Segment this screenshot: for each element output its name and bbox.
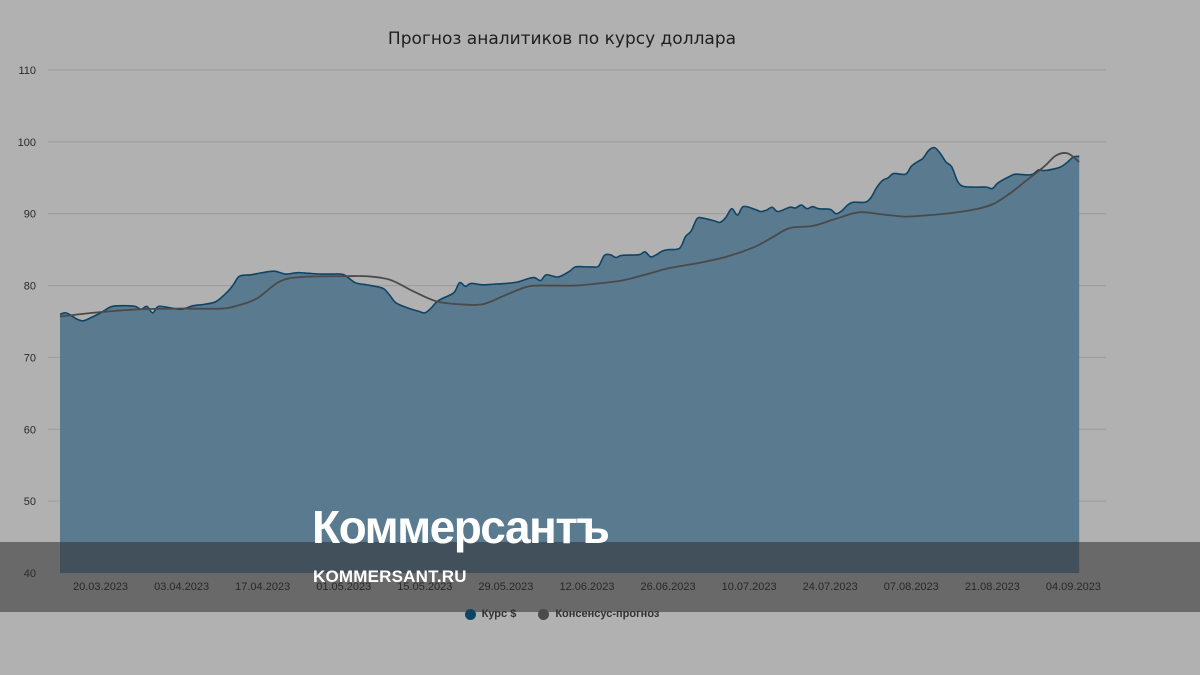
legend-marker-rate [464,608,476,620]
series-line-consensus [59,152,1080,318]
series-line-rate [59,146,1080,322]
legend-marker-consensus [538,608,550,620]
y-tick-label: 90 [24,209,36,221]
legend-item-consensus[interactable]: Консенсус-прогноз [538,608,659,620]
legend-item-rate[interactable]: Курс $ [464,608,517,620]
watermark-url: KOMMERSANT.RU [313,567,467,586]
y-tick-label: 60 [24,424,36,436]
legend-label-rate: Курс $ [481,608,517,620]
series-area-rate [60,147,1080,574]
watermark-logo: Коммерсантъ [312,501,610,553]
legend-label-consensus: Консенсус-прогноз [555,608,660,620]
y-axis: 405060708090100110 [18,65,36,580]
legend: Курс $ Консенсус-прогноз [0,608,1124,620]
watermark-band [0,542,1200,612]
series-layer [59,146,1080,574]
y-tick-label: 100 [18,137,36,149]
y-tick-label: 70 [24,352,36,364]
chart-title: Прогноз аналитиков по курсу доллара [388,29,736,49]
y-tick-label: 110 [18,65,36,77]
y-tick-label: 80 [24,281,36,293]
y-tick-label: 50 [24,496,36,508]
